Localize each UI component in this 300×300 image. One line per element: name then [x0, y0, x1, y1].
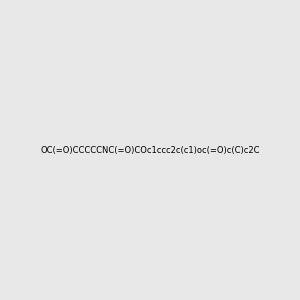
Text: OC(=O)CCCCCNC(=O)COc1ccc2c(c1)oc(=O)c(C)c2C: OC(=O)CCCCCNC(=O)COc1ccc2c(c1)oc(=O)c(C)…	[40, 146, 260, 154]
